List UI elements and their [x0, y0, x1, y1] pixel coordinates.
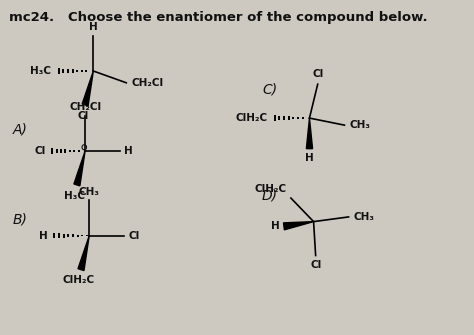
Text: H₃C: H₃C [30, 66, 51, 76]
Text: mc24.   Choose the enantiomer of the compound below.: mc24. Choose the enantiomer of the compo… [9, 11, 428, 24]
Text: C): C) [262, 83, 277, 97]
Text: CH₂Cl: CH₂Cl [131, 78, 164, 88]
Text: H₃C: H₃C [64, 191, 85, 201]
Text: H: H [124, 146, 133, 156]
Text: H: H [271, 221, 280, 231]
Text: ClH₂C: ClH₂C [255, 184, 287, 194]
Text: CH₂Cl: CH₂Cl [69, 102, 101, 112]
Text: Cl: Cl [310, 260, 321, 270]
Text: CH₃: CH₃ [349, 120, 370, 130]
Text: Cl: Cl [77, 111, 89, 121]
Text: Cl: Cl [312, 69, 323, 79]
Polygon shape [74, 151, 85, 186]
Text: ClH₂C: ClH₂C [63, 275, 95, 285]
Polygon shape [78, 236, 89, 271]
Text: CH₃: CH₃ [79, 187, 100, 197]
Polygon shape [306, 118, 312, 149]
Polygon shape [283, 222, 314, 230]
Text: H: H [89, 22, 98, 32]
Text: D): D) [262, 189, 278, 203]
Text: CH₃: CH₃ [354, 212, 374, 222]
Text: B): B) [13, 212, 28, 226]
Text: Cl: Cl [35, 146, 46, 156]
Text: ClH₂C: ClH₂C [236, 113, 267, 123]
Text: Cl: Cl [128, 231, 139, 241]
Text: H: H [305, 153, 314, 163]
Polygon shape [82, 71, 93, 106]
Text: H: H [39, 231, 48, 241]
Text: A): A) [13, 123, 28, 137]
